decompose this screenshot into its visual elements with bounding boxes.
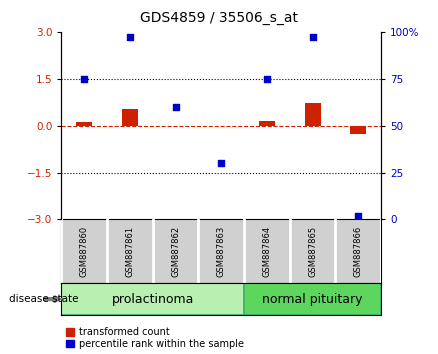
Text: GSM887860: GSM887860: [80, 226, 88, 277]
Text: normal pituitary: normal pituitary: [262, 293, 363, 306]
Bar: [76, 122, 92, 126]
Point: [309, 35, 316, 40]
Point: [81, 76, 88, 81]
Point: [172, 104, 179, 110]
Text: GSM887866: GSM887866: [354, 226, 363, 277]
Bar: [259, 121, 275, 126]
Point: [218, 160, 225, 166]
Text: prolactinoma: prolactinoma: [112, 293, 194, 306]
Text: disease state: disease state: [9, 294, 78, 304]
Point: [126, 35, 133, 40]
Bar: [61, 283, 244, 315]
Bar: [122, 109, 138, 126]
Text: GDS4859 / 35506_s_at: GDS4859 / 35506_s_at: [140, 11, 298, 25]
Legend: transformed count, percentile rank within the sample: transformed count, percentile rank withi…: [66, 327, 244, 349]
Point: [263, 76, 270, 81]
Text: GSM887861: GSM887861: [125, 226, 134, 277]
Text: GSM887864: GSM887864: [262, 226, 272, 277]
Text: GSM887862: GSM887862: [171, 226, 180, 277]
Bar: [304, 103, 321, 126]
Bar: [350, 126, 366, 135]
Point: [355, 213, 362, 218]
Bar: [244, 283, 381, 315]
Text: GSM887865: GSM887865: [308, 226, 317, 277]
Text: GSM887863: GSM887863: [217, 226, 226, 277]
